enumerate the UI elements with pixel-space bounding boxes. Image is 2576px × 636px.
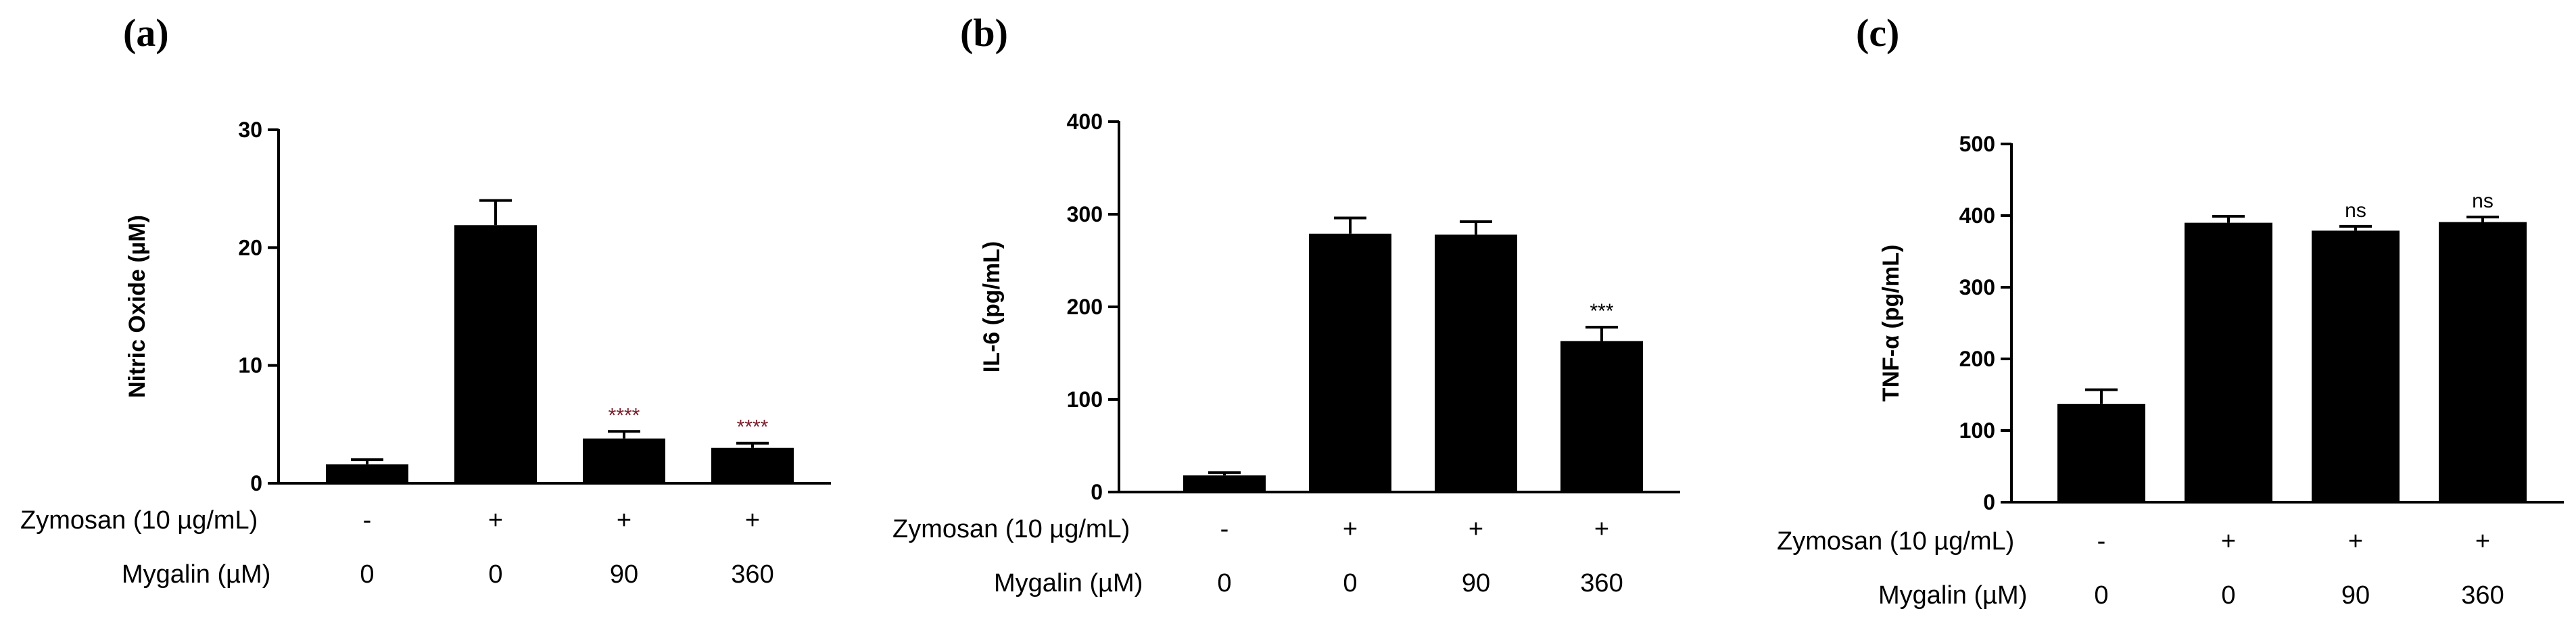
zymosan-value: +: [1343, 515, 1358, 543]
mygalin-row-label: Mygalin (µM): [994, 569, 1143, 597]
bar: [583, 438, 665, 483]
y-tick-label: 20: [238, 235, 262, 260]
zymosan-row-label: Zymosan (10 µg/mL): [892, 515, 1130, 543]
mygalin-value: 90: [1462, 569, 1490, 597]
mygalin-value: 90: [2341, 581, 2370, 610]
zymosan-value: +: [1594, 515, 1609, 543]
panel-label: (c): [1856, 11, 1899, 55]
mygalin-value: 0: [488, 560, 502, 589]
y-tick-label: 500: [1959, 132, 1995, 156]
mygalin-value: 0: [2094, 581, 2108, 610]
mygalin-value: 0: [1217, 569, 1231, 597]
panel-b: (b) 0 100 200 300 400 IL-6 (pg/mL) - 0 +0 +90 *** +3…: [892, 11, 1680, 597]
y-axis-title: IL-6 (pg/mL): [979, 241, 1005, 373]
zymosan-value: +: [488, 506, 503, 535]
bar: [2312, 230, 2400, 502]
y-tick-label: 0: [1091, 480, 1103, 504]
significance-label: ****: [737, 416, 769, 439]
significance-label: ****: [609, 404, 640, 426]
zymosan-value: +: [1469, 515, 1483, 543]
bar: [326, 464, 408, 483]
mygalin-row-label: Mygalin (µM): [122, 560, 270, 589]
panel-c: (c) 0 100 200 300 400 500 TNF-α (pg/mL) - 0 +0 ns +9…: [1777, 11, 2564, 610]
mygalin-row-label: Mygalin (µM): [1878, 581, 2027, 610]
zymosan-value: +: [2475, 527, 2490, 556]
zymosan-row-label: Zymosan (10 µg/mL): [20, 506, 258, 535]
zymosan-value: -: [1220, 515, 1229, 543]
zymosan-row-label: Zymosan (10 µg/mL): [1777, 527, 2014, 556]
zymosan-value: -: [2097, 527, 2106, 556]
panel-a: (a) 0 10 20 30 Nitric Oxide (µM) - 0 +0 **** +90 **…: [20, 11, 831, 589]
significance-label: ns: [2345, 199, 2366, 222]
y-tick-label: 0: [250, 471, 262, 495]
bar: [1183, 475, 1266, 492]
y-tick-label: 100: [1067, 387, 1103, 412]
zymosan-value: +: [2221, 527, 2236, 556]
y-tick-label: 0: [1983, 490, 1995, 514]
y-tick-label: 200: [1067, 295, 1103, 319]
y-tick-label: 400: [1067, 109, 1103, 134]
mygalin-value: 0: [2221, 581, 2235, 610]
bar: [1309, 233, 1391, 492]
bar: [1435, 235, 1517, 492]
panel-label: (b): [960, 11, 1008, 55]
significance-label: ***: [1590, 300, 1613, 322]
y-tick-label: 300: [1067, 202, 1103, 226]
bar: [711, 447, 794, 483]
y-tick-label: 10: [238, 353, 262, 378]
zymosan-value: +: [617, 506, 631, 535]
y-tick-label: 300: [1959, 275, 1995, 299]
y-axis-title: TNF-α (pg/mL): [1878, 245, 1904, 401]
zymosan-value: -: [363, 506, 372, 535]
mygalin-value: 0: [360, 560, 374, 589]
mygalin-value: 90: [610, 560, 638, 589]
bar: [2057, 403, 2145, 502]
y-tick-label: 200: [1959, 347, 1995, 371]
y-axis-title: Nitric Oxide (µM): [124, 215, 150, 398]
zymosan-value: +: [745, 506, 760, 535]
y-tick-label: 30: [238, 118, 262, 142]
mygalin-value: 360: [2461, 581, 2504, 610]
zymosan-value: +: [2348, 527, 2363, 556]
bar: [2439, 222, 2527, 502]
bar: [2185, 222, 2272, 502]
mygalin-value: 360: [731, 560, 773, 589]
mygalin-value: 0: [1343, 569, 1357, 597]
mygalin-value: 360: [1580, 569, 1623, 597]
bar: [1560, 341, 1643, 492]
bar: [454, 225, 537, 483]
y-tick-label: 400: [1959, 203, 1995, 228]
y-tick-label: 100: [1959, 418, 1995, 443]
significance-label: ns: [2472, 190, 2494, 212]
panel-label: (a): [123, 11, 169, 55]
